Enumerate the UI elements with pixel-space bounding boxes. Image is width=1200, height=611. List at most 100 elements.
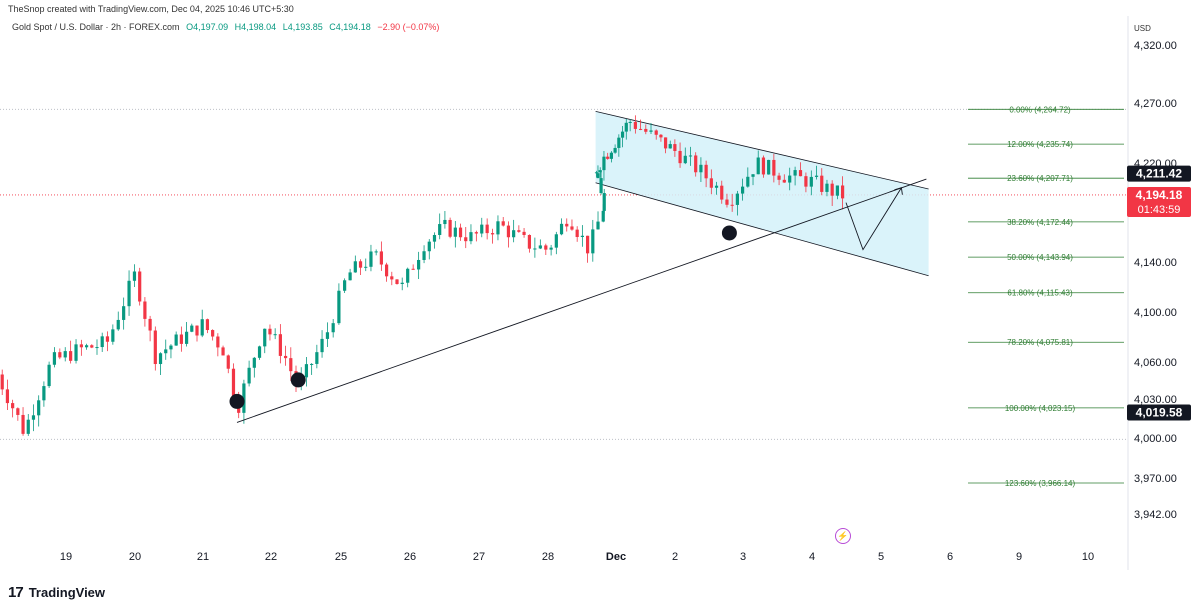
candle-body <box>678 150 682 164</box>
candle-body <box>830 183 834 196</box>
price-tag-countdown: 01:43:59 <box>1138 204 1181 216</box>
candle-body <box>549 247 553 250</box>
chart-credit: TheSnop created with TradingView.com, De… <box>8 4 294 14</box>
projection-arrowhead <box>894 187 903 195</box>
candle-body <box>132 271 137 281</box>
fib-label-2: 23.60% (4,207.71) <box>1007 174 1073 183</box>
y-tick-label: 4,140.00 <box>1134 257 1177 269</box>
candle-body <box>683 155 687 164</box>
candle-body <box>138 271 142 302</box>
candle-body <box>37 400 41 416</box>
candle-body <box>601 210 605 222</box>
candle-body <box>364 266 368 268</box>
candle-body <box>42 386 46 401</box>
candle-body <box>628 121 632 123</box>
price-tag-value-1: 4,194.18 <box>1136 188 1183 202</box>
candle-body <box>310 363 314 365</box>
candle-body <box>268 328 272 335</box>
candle-body <box>247 367 251 384</box>
tradingview-logo-icon: 17 <box>8 584 24 601</box>
x-tick-label: 25 <box>335 551 347 563</box>
rising-trendline <box>236 178 927 423</box>
candle-body <box>63 351 67 358</box>
candle-body <box>273 334 277 336</box>
candle-body <box>427 241 431 252</box>
candle-body <box>47 364 51 387</box>
candle-body <box>596 221 600 230</box>
candle-body <box>5 389 10 404</box>
y-tick-label: 4,000.00 <box>1134 433 1177 445</box>
candle-body <box>591 229 595 254</box>
candle-body <box>343 280 347 291</box>
candle-body <box>490 233 495 235</box>
candle-body <box>169 345 173 350</box>
candle-body <box>100 336 104 348</box>
candle-body <box>353 261 357 273</box>
candle-body <box>575 229 579 238</box>
candle-body <box>458 227 463 238</box>
candle-body <box>369 251 373 267</box>
x-tick-label: 28 <box>542 551 554 563</box>
candle-body <box>74 344 78 361</box>
candle-body <box>164 349 168 354</box>
candle-body <box>725 199 729 205</box>
candle-body <box>190 325 194 332</box>
candle-body <box>143 301 147 319</box>
candle-body <box>570 226 574 230</box>
fib-label-0: 0.00% (4,264.72) <box>1009 105 1071 114</box>
candle-body <box>216 336 220 348</box>
candle-body <box>395 279 399 285</box>
candle-body <box>777 175 781 180</box>
candle-body <box>688 155 693 157</box>
candle-body <box>331 323 335 333</box>
candle-body <box>767 159 771 175</box>
candle-body <box>782 179 786 183</box>
candle-body <box>31 415 36 420</box>
candle-body <box>257 346 262 358</box>
y-tick-label: 4,270.00 <box>1134 98 1177 110</box>
candle-body <box>788 175 792 183</box>
candle-body <box>804 176 808 187</box>
candle-body <box>148 318 152 331</box>
fib-label-5: 61.80% (4,115.43) <box>1007 289 1073 298</box>
brand-name: TradingView <box>28 585 106 600</box>
candle-body <box>814 175 819 177</box>
y-tick-label: 4,320.00 <box>1134 40 1177 52</box>
x-tick-label: 20 <box>129 551 141 563</box>
tradingview-logo[interactable]: 17 TradingView <box>8 584 105 601</box>
symbol-title[interactable]: Gold Spot / U.S. Dollar · 2h · FOREX.com <box>12 22 180 32</box>
candle-body <box>538 245 542 249</box>
x-tick-label: 9 <box>1016 551 1022 563</box>
candle-body <box>606 156 610 159</box>
candle-body <box>90 345 94 348</box>
candle-body <box>659 134 663 138</box>
fib-label-6: 78.20% (4,075.81) <box>1007 338 1073 347</box>
candle-body <box>699 164 703 173</box>
candle-body <box>533 248 537 250</box>
candle-body <box>304 364 309 378</box>
fib-label-4: 50.00% (4,143.94) <box>1007 253 1073 262</box>
candle-body <box>153 330 157 365</box>
candle-body <box>226 355 230 369</box>
candle-body <box>835 185 839 196</box>
fib-label-8: 123.60% (3,966.14) <box>1005 479 1076 488</box>
currency-label[interactable]: USD <box>1134 24 1151 33</box>
candle-body <box>406 268 410 283</box>
candle-body <box>95 347 99 349</box>
candle-body <box>358 261 363 268</box>
candle-body <box>438 224 442 235</box>
candle-body <box>506 225 511 238</box>
candle-body <box>841 185 845 199</box>
candle-body <box>464 237 468 242</box>
projection-path <box>845 187 902 251</box>
x-tick-label: 4 <box>809 551 815 563</box>
candle-body <box>453 227 457 237</box>
x-tick-label: 3 <box>740 551 746 563</box>
candle-body <box>617 137 621 148</box>
candle-body <box>379 251 383 265</box>
lightning-icon[interactable]: ⚡ <box>835 528 851 544</box>
candle-body <box>374 251 378 253</box>
x-tick-label: 5 <box>878 551 884 563</box>
fib-label-1: 12.00% (4,235.74) <box>1007 140 1073 149</box>
